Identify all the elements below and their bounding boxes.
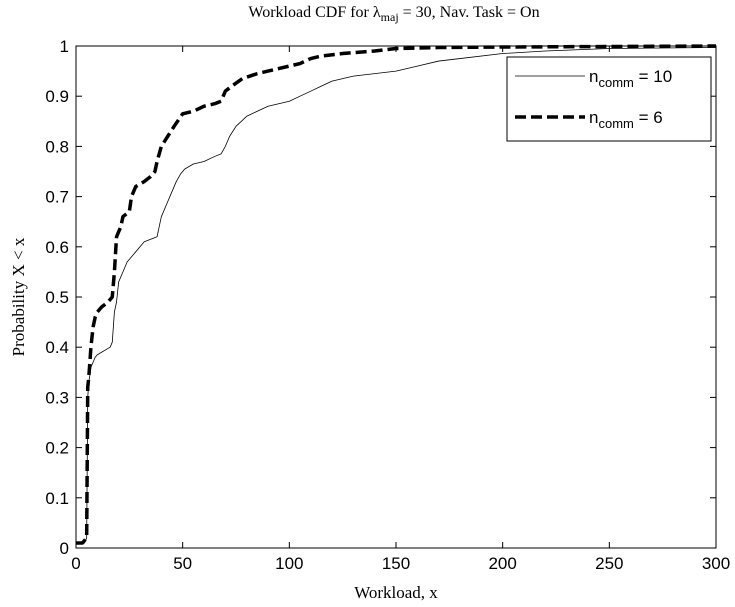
chart-title: Workload CDF for λmaj = 30, Nav. Task = … xyxy=(248,4,539,24)
legend: ncomm = 10 ncomm = 6 xyxy=(506,56,712,142)
x-tick-label: 300 xyxy=(702,554,730,573)
y-tick-label: 0.5 xyxy=(45,288,69,307)
legend-entry-1-subscript: comm xyxy=(598,116,633,131)
legend-entry-0-subscript: comm xyxy=(598,75,633,90)
y-tick-label: 0.3 xyxy=(45,388,69,407)
x-tick-label: 0 xyxy=(71,554,80,573)
y-tick-label: 0.7 xyxy=(45,188,69,207)
x-axis: 0 50 100 150 200 250 300 xyxy=(71,46,730,573)
chart-title-symbol: λ xyxy=(373,4,381,21)
legend-entry-0-base: n xyxy=(589,67,598,86)
y-tick-label: 0.2 xyxy=(45,439,69,458)
x-tick-label: 50 xyxy=(173,554,192,573)
chart-title-suffix: = 30, Nav. Task = On xyxy=(399,4,540,21)
y-tick-label: 0.4 xyxy=(45,338,69,357)
series-line-1 xyxy=(76,44,717,545)
y-axis-label: Probability X < x xyxy=(9,237,28,356)
x-tick-label: 200 xyxy=(488,554,516,573)
legend-box xyxy=(506,56,712,142)
legend-entry-series-1: ncomm = 6 xyxy=(589,108,663,131)
legend-entry-series-0: ncomm = 10 xyxy=(589,67,672,90)
x-tick-label: 250 xyxy=(595,554,623,573)
y-tick-label: 0.8 xyxy=(45,137,69,156)
legend-entry-0-suffix: = 10 xyxy=(634,67,672,86)
series-layer xyxy=(76,44,717,545)
legend-entry-1-suffix: = 6 xyxy=(634,108,663,127)
chart-title-prefix: Workload CDF for xyxy=(248,4,372,21)
x-tick-label: 100 xyxy=(275,554,303,573)
y-axis: 0 0.1 0.2 0.3 0.4 0.5 0.6 0.7 0.8 0.9 1 xyxy=(45,37,716,558)
x-tick-label: 150 xyxy=(382,554,410,573)
legend-entry-1-base: n xyxy=(589,108,598,127)
x-axis-label: Workload, x xyxy=(354,583,438,602)
y-tick-label: 0.1 xyxy=(45,489,69,508)
chart-title-subscript: maj xyxy=(381,10,399,24)
y-tick-label: 0 xyxy=(60,539,69,558)
series-line-0 xyxy=(76,47,717,544)
y-tick-label: 1 xyxy=(60,37,69,56)
y-tick-label: 0.6 xyxy=(45,238,69,257)
y-tick-label: 0.9 xyxy=(45,87,69,106)
